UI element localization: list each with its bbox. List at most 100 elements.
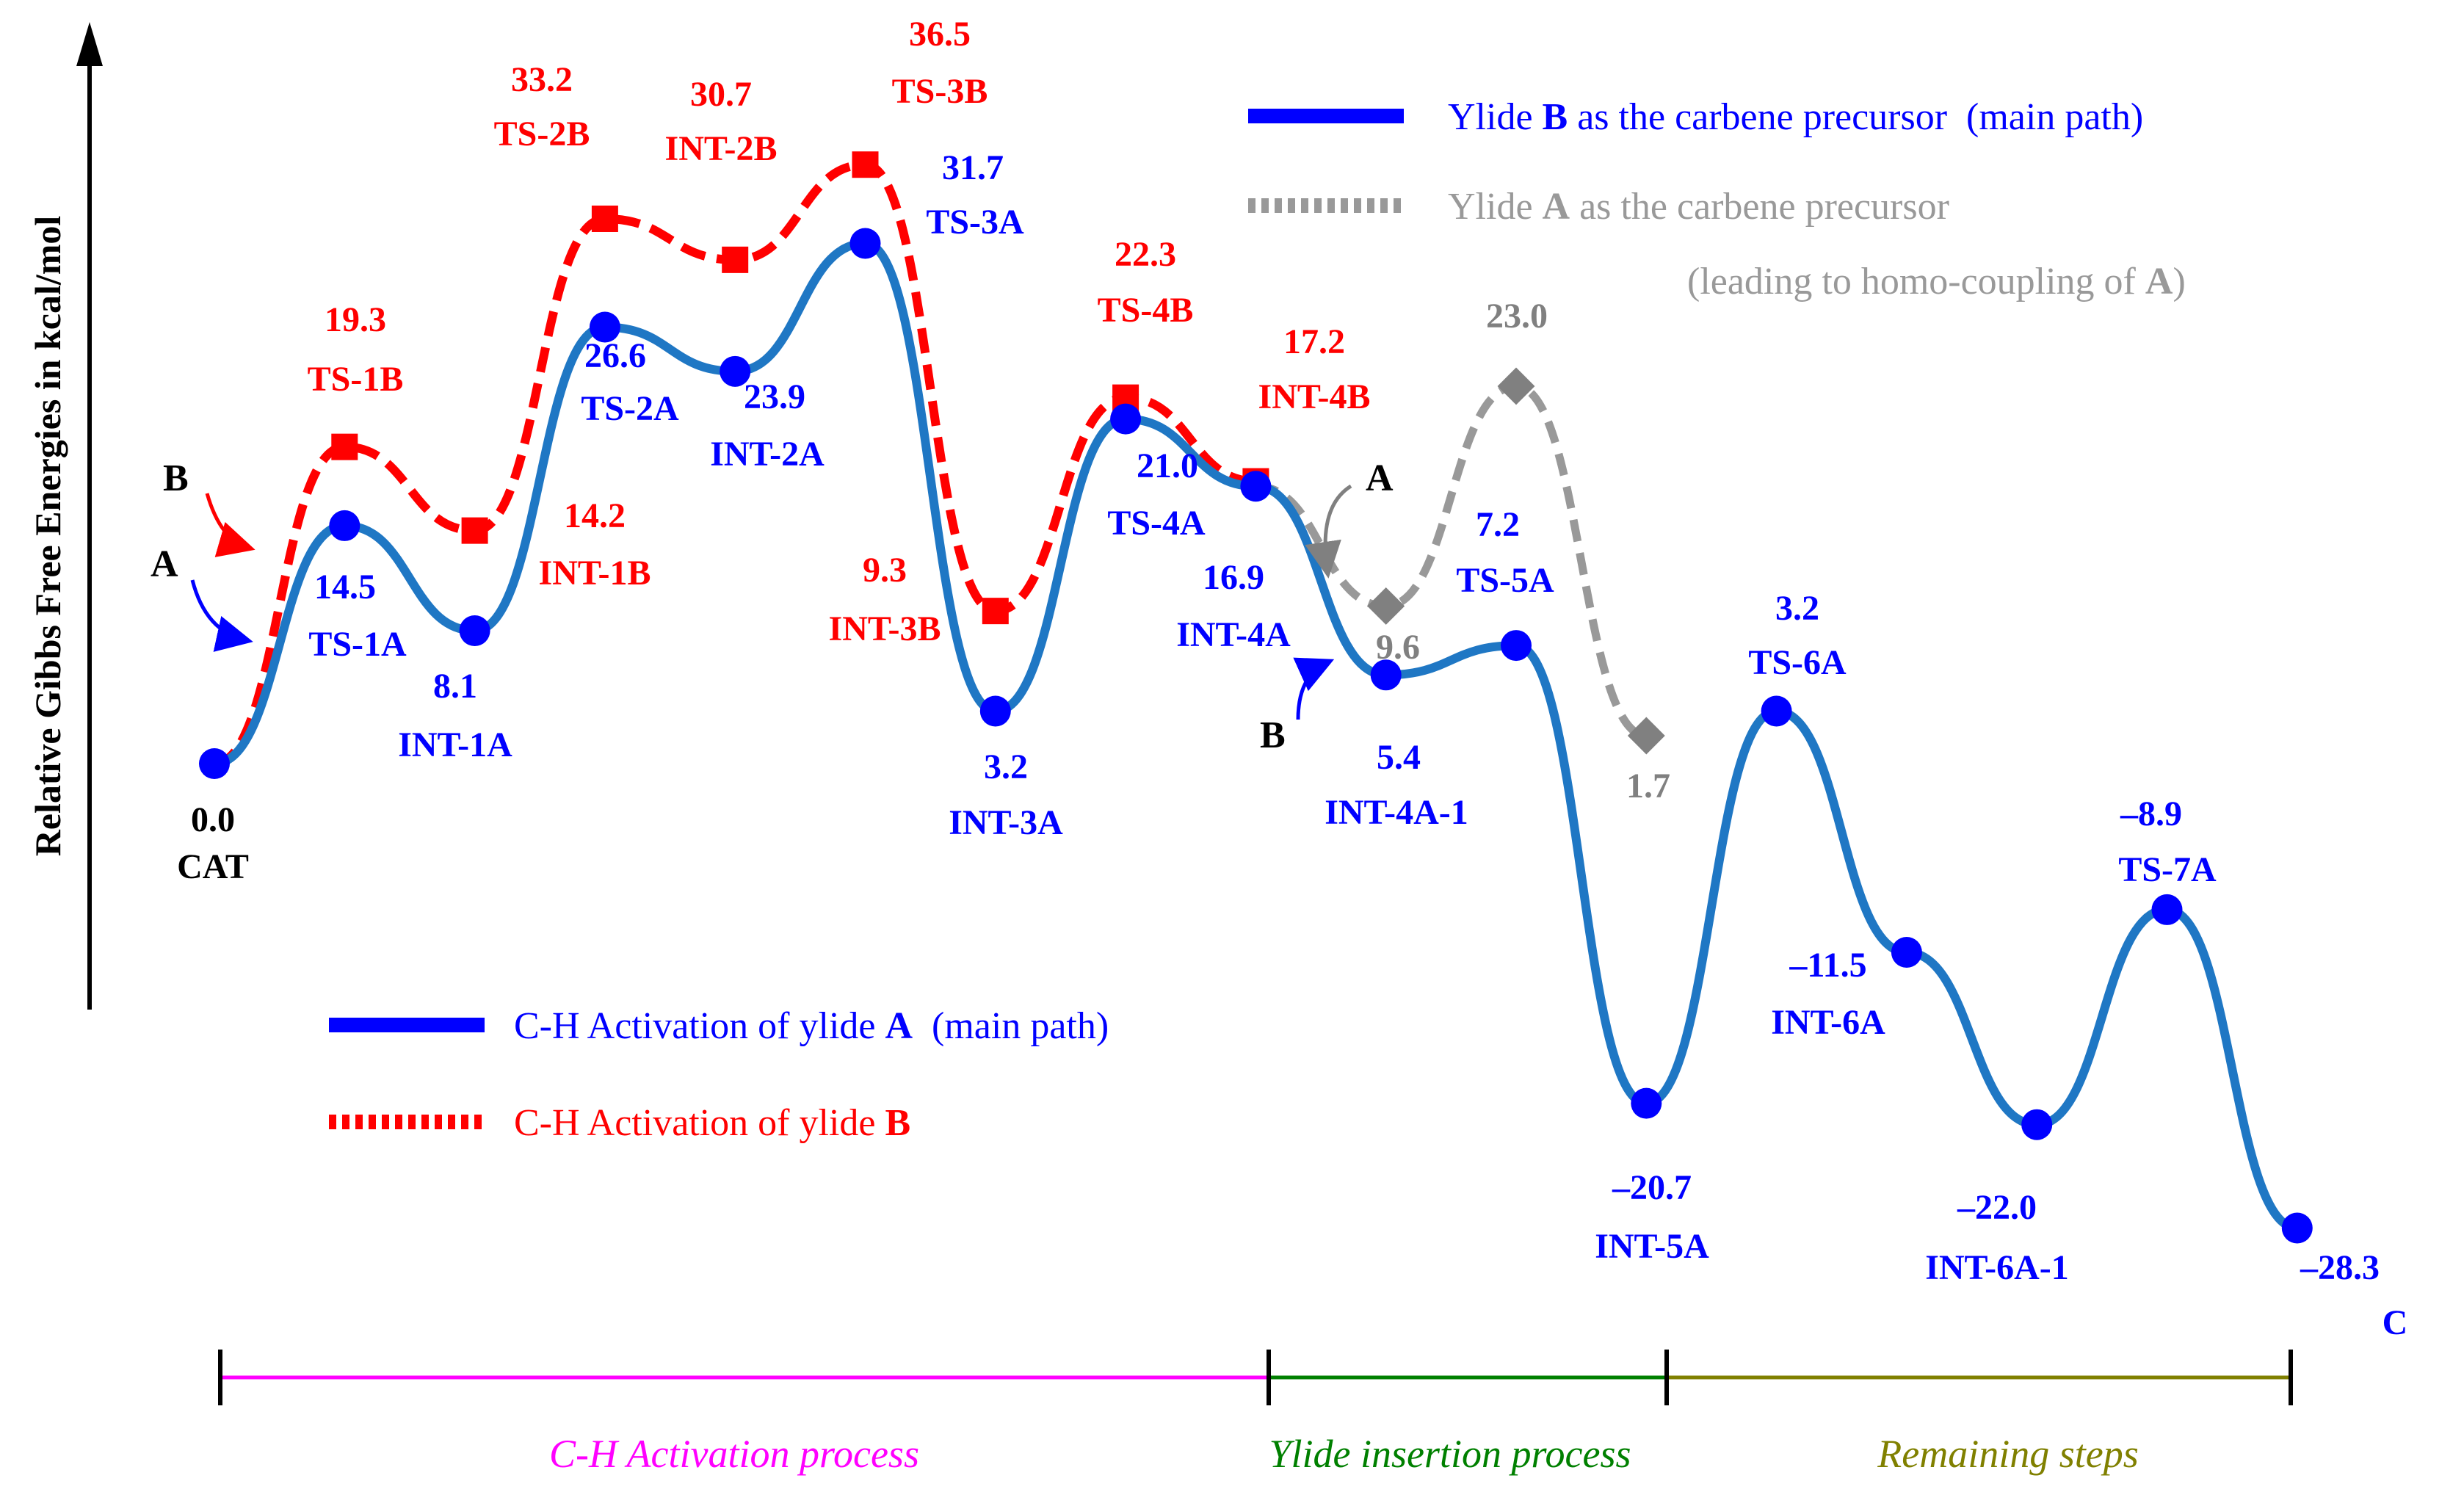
marker-int-3b [982, 598, 1009, 625]
label-int-4a-1-name: INT-4A-1 [1325, 793, 1468, 832]
marker-int-4a-1 [1370, 659, 1402, 691]
legend-top-b-text: Ylide B as the carbene precursor (main p… [1448, 96, 2143, 138]
label-ts-3a-value: 31.7 [942, 148, 1004, 187]
marker-int-2b [722, 246, 749, 273]
label-ts-4b-name: TS-4B [1098, 291, 1194, 330]
marker-ts-3a [849, 228, 881, 259]
label-ts-2b-value: 33.2 [511, 60, 573, 99]
legend-a-prefix: C-H Activation of ylide [514, 1005, 885, 1047]
label-ts-3a-name: TS-3A [926, 203, 1024, 242]
label-int-6a-name: INT-6A [1771, 1003, 1885, 1042]
legend-b-bold: B [885, 1102, 910, 1144]
annotation-b-start-arrow [205, 493, 256, 557]
label-int-2b-name: INT-2B [665, 129, 778, 168]
label-int-2a-name: INT-2A [710, 435, 825, 474]
label-int-5a-name: INT-5A [1595, 1227, 1709, 1266]
legend-b-prefix: C-H Activation of ylide [514, 1102, 885, 1144]
legend-a-bold: A [885, 1005, 913, 1047]
legend-top-a-text: Ylide A as the carbene precursor [1448, 186, 1949, 228]
legend-top-a-prefix: Ylide [1448, 186, 1543, 228]
label-int-3a-name: INT-3A [949, 803, 1063, 842]
annotation-a-branch-arrow [1305, 484, 1352, 579]
marker-gray-3 [1627, 717, 1665, 755]
phase-label-ylide-insertion: Ylide insertion process [1269, 1432, 1631, 1476]
marker-cat [199, 748, 230, 779]
label-ts-1a-value: 14.5 [314, 568, 376, 606]
legend-top-a-note-suffix: ) [2173, 261, 2185, 303]
marker-int-1a [459, 615, 490, 646]
label-ts-4a-value: 21.0 [1137, 446, 1198, 485]
marker-ts-4a [1110, 403, 1142, 435]
label-int-4b-value: 17.2 [1283, 322, 1345, 361]
marker-ts-2b [591, 205, 618, 232]
annotation-b-branch: B [1260, 714, 1286, 756]
label-ts-6a-name: TS-6A [1748, 643, 1847, 682]
label-ts-7a-name: TS-7A [2118, 850, 2217, 889]
marker-gray-1 [1367, 587, 1405, 625]
marker-ts-6a [1761, 695, 1792, 727]
marker-int-5a [1631, 1087, 1662, 1119]
label-ts-7a-value: –8.9 [2120, 794, 2182, 833]
label-int-3b-value: 9.3 [863, 551, 907, 590]
legend-top-b-bold: B [1543, 96, 1568, 138]
label-ts-3b-name: TS-3B [892, 72, 988, 111]
y-axis-arrowhead [76, 22, 103, 66]
marker-int-2a [720, 355, 751, 387]
label-int-5a-value: –20.7 [1612, 1168, 1692, 1207]
label-gray-1-value: 9.6 [1376, 628, 1420, 667]
legend-a-suffix: (main path) [913, 1005, 1109, 1047]
marker-ts-3b [852, 151, 879, 178]
label-ts-6a-value: 3.2 [1775, 589, 1819, 628]
marker-int-6a [1891, 937, 1922, 968]
marker-int-4a [1240, 471, 1272, 502]
label-cat-name: CAT [177, 847, 249, 886]
legend-top-b-prefix: Ylide [1448, 96, 1543, 138]
marker-ts-7a [2151, 894, 2183, 925]
label-int-6a-1-name: INT-6A-1 [1925, 1248, 2069, 1287]
label-c-name: C [2383, 1303, 2408, 1342]
label-int-4a-value: 16.9 [1203, 558, 1264, 597]
phase-label-remaining: Remaining steps [1877, 1432, 2138, 1476]
marker-int-1b [461, 517, 488, 544]
annotation-a-branch: A [1366, 457, 1394, 499]
legend-a-text: C-H Activation of ylide A (main path) [514, 1005, 1109, 1047]
label-int-1b-value: 14.2 [564, 496, 626, 535]
label-int-2b-value: 30.7 [690, 75, 752, 114]
label-int-2a-value: 23.9 [744, 377, 805, 416]
label-ts-2b-name: TS-2B [494, 115, 590, 153]
label-int-3b-name: INT-3B [829, 609, 941, 648]
label-c-value: –28.3 [2300, 1248, 2380, 1287]
label-gray-3-value: 1.7 [1626, 767, 1670, 805]
marker-gray-2 [1497, 367, 1535, 405]
label-ts-1b-value: 19.3 [325, 300, 386, 339]
marker-ts-1b [331, 433, 358, 460]
label-ts-4a-name: TS-4A [1107, 504, 1206, 543]
annotation-b-start: B [163, 457, 189, 499]
legend-top-b-suffix: as the carbene precursor (main path) [1568, 96, 2143, 138]
label-int-1a-value: 8.1 [433, 667, 477, 706]
annotation-a-start-arrow [190, 579, 253, 652]
marker-ts-1a [329, 510, 360, 541]
legend-top-a-bold: A [1543, 186, 1570, 228]
legend-top-a-note: (leading to homo-coupling of A) [1687, 261, 2186, 303]
label-ts-1b-name: TS-1B [308, 360, 404, 399]
label-int-4b-name: INT-4B [1258, 377, 1371, 416]
y-axis-title: Relative Gibbs Free Energies in kcal/mol [27, 216, 68, 857]
legend-b-text: C-H Activation of ylide B [514, 1102, 910, 1144]
legend-top-a-suffix: as the carbene precursor [1570, 186, 1949, 228]
label-int-4a-name: INT-4A [1176, 615, 1291, 654]
label-ts-1a-name: TS-1A [308, 625, 407, 664]
label-int-6a-1-value: –22.0 [1957, 1188, 2037, 1227]
annotation-b-branch-arrow [1293, 657, 1335, 720]
legend-top-a-note-prefix: (leading to homo-coupling of [1687, 261, 2145, 303]
legend-top-a-note-bold: A [2145, 261, 2173, 303]
marker-int-3a [979, 695, 1011, 727]
label-ts-5a-value: 7.2 [1476, 505, 1520, 544]
label-int-4a-1-value: 5.4 [1377, 738, 1421, 777]
label-ts-3b-value: 36.5 [909, 15, 971, 54]
label-gray-2-value: 23.0 [1486, 297, 1548, 336]
label-ts-5a-name: TS-5A [1456, 561, 1554, 600]
label-ts-2a-value: 26.6 [584, 336, 646, 375]
phase-label-ch-activation: C-H Activation process [549, 1432, 919, 1476]
